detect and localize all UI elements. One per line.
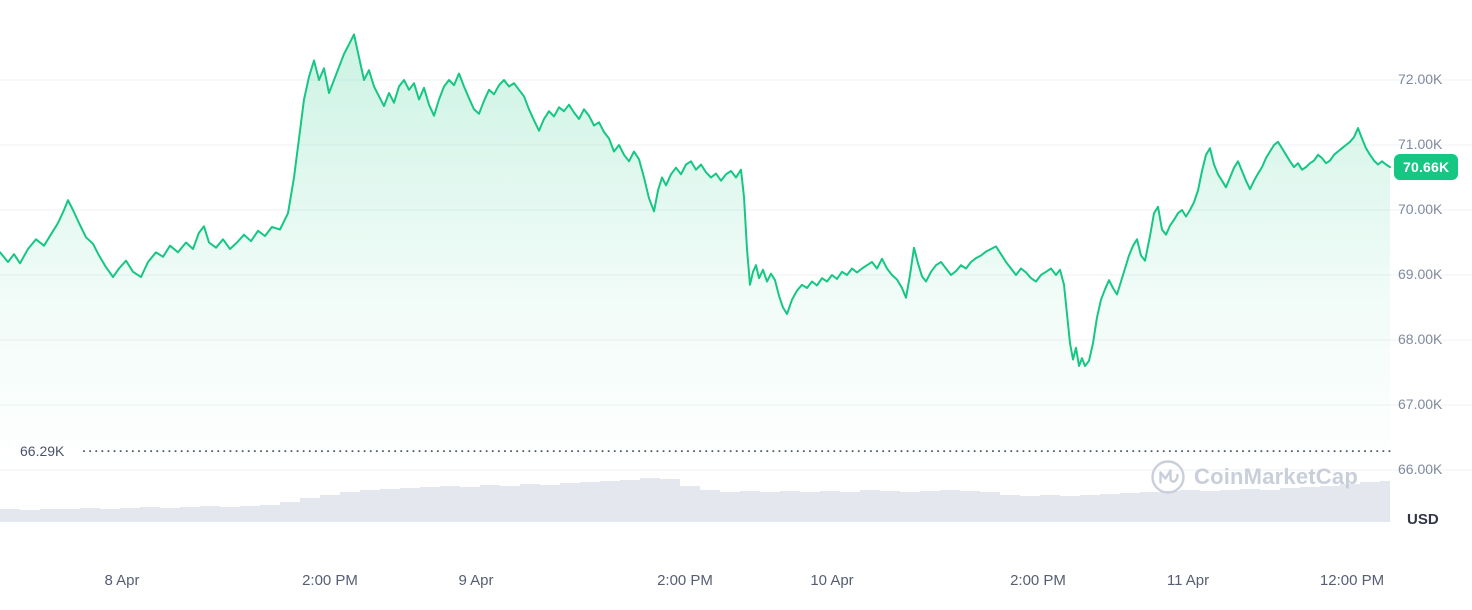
x-axis-label: 2:00 PM	[302, 572, 358, 589]
watermark: CoinMarketCap	[1150, 459, 1358, 495]
y-axis-label: 71.00K	[1398, 136, 1443, 152]
x-axis-label: 9 Apr	[458, 572, 494, 589]
coinmarketcap-logo-icon	[1151, 460, 1185, 494]
y-axis-label: 67.00K	[1398, 396, 1443, 412]
x-axis-label: 2:00 PM	[1010, 572, 1066, 589]
x-axis-label: 8 Apr	[104, 572, 140, 589]
x-axis-label: 12:00 PM	[1319, 572, 1385, 589]
y-axis-label: 72.00K	[1398, 71, 1443, 87]
x-axis-label: 10 Apr	[810, 572, 854, 589]
low-price-label: 66.29K	[14, 441, 71, 462]
watermark-text: CoinMarketCap	[1194, 464, 1358, 489]
x-axis-label: 2:00 PM	[657, 572, 713, 589]
current-price-badge: 70.66K	[1394, 154, 1459, 181]
y-axis-label: 68.00K	[1398, 331, 1443, 347]
currency-label: USD	[1407, 511, 1439, 528]
x-axis-label: 11 Apr	[1166, 572, 1210, 589]
y-axis-label: 69.00K	[1398, 266, 1443, 282]
y-axis-label: 70.00K	[1398, 201, 1443, 217]
y-axis-label: 66.00K	[1398, 461, 1443, 477]
